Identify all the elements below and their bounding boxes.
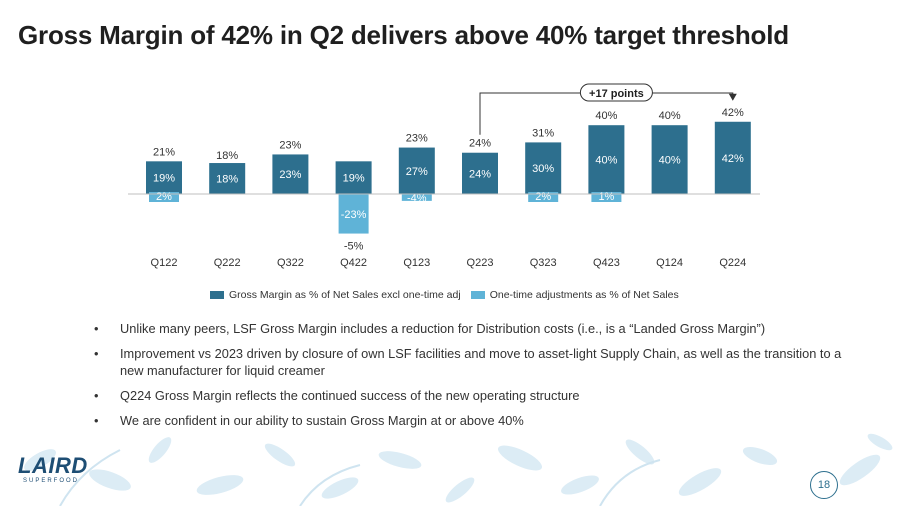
bar-label-one-time-adjustment: 1% — [598, 191, 614, 203]
legend-item-one-time-adjustments: One-time adjustments as % of Net Sales — [470, 289, 679, 301]
bar-one-time-adjustment — [401, 194, 432, 201]
logo-subtext: SUPERFOOD — [22, 478, 79, 484]
total-label: 40% — [659, 110, 681, 122]
bar-label-gross-margin: 40% — [659, 155, 681, 167]
total-label: 18% — [216, 150, 238, 162]
legend-item-gross-margin: Gross Margin as % of Net Sales excl one-… — [210, 289, 461, 301]
x-tick-label: Q223 — [467, 257, 494, 269]
bullet-item: We are confident in our ability to susta… — [94, 412, 844, 429]
x-tick-label: Q123 — [403, 257, 430, 269]
bar-label-gross-margin: 27% — [406, 166, 428, 178]
bar-label-gross-margin: 18% — [216, 174, 238, 186]
bar-gross-margin — [146, 161, 182, 194]
legend-swatch-one-time-adjustments — [470, 291, 485, 299]
total-label: -5% — [344, 241, 364, 253]
laird-superfood-logo: LAIRD SUPERFOOD — [18, 453, 88, 485]
total-label: 21% — [153, 146, 175, 158]
x-tick-label: Q224 — [719, 257, 746, 269]
x-tick-label: Q122 — [151, 257, 178, 269]
bar-one-time-adjustment — [528, 192, 559, 202]
bar-label-one-time-adjustment: 2% — [156, 191, 172, 203]
total-label: 23% — [279, 139, 301, 151]
bar-label-gross-margin: 19% — [153, 173, 175, 185]
legend-label-gross-margin: Gross Margin as % of Net Sales excl one-… — [229, 289, 461, 301]
legend-swatch-gross-margin — [210, 291, 224, 299]
bullet-item: Unlike many peers, LSF Gross Margin incl… — [94, 320, 844, 337]
bar-label-gross-margin: 40% — [595, 155, 617, 167]
legend-label-one-time-adjustments: One-time adjustments as % of Net Sales — [489, 289, 679, 301]
bar-one-time-adjustment — [338, 194, 369, 234]
bullet-list: Unlike many peers, LSF Gross Margin incl… — [94, 320, 844, 437]
total-label: 40% — [595, 110, 617, 122]
bar-gross-margin — [714, 121, 751, 194]
bar-label-one-time-adjustment: 2% — [535, 191, 551, 203]
bar-label-gross-margin: 19% — [343, 173, 365, 185]
x-tick-label: Q322 — [277, 257, 304, 269]
bar-label-gross-margin: 24% — [469, 168, 491, 180]
bar-label-gross-margin: 42% — [722, 153, 744, 165]
bar-label-gross-margin: 30% — [532, 163, 554, 175]
x-tick-label: Q124 — [656, 257, 683, 269]
annotation-pill — [579, 83, 653, 102]
x-tick-label: Q423 — [593, 257, 620, 269]
bar-gross-margin — [462, 152, 498, 194]
bar-gross-margin — [525, 142, 562, 194]
bar-label-one-time-adjustment: -4% — [407, 192, 427, 204]
bar-gross-margin — [588, 125, 625, 194]
total-label: 24% — [469, 138, 491, 150]
bar-one-time-adjustment — [149, 192, 179, 202]
x-tick-label: Q222 — [214, 257, 241, 269]
page-number: 18 — [810, 471, 838, 499]
x-tick-label: Q323 — [530, 257, 557, 269]
logo-wordmark: LAIRD — [18, 453, 88, 478]
bar-label-gross-margin: 23% — [279, 169, 301, 181]
annotation-arrowhead — [728, 93, 737, 101]
total-label: 23% — [406, 133, 428, 145]
gross-margin-chart: 19% 2% 21% Q122 18% 18% Q222 23% 23% Q322 19% -23% -… — [128, 83, 760, 269]
bar-gross-margin — [651, 125, 688, 194]
bar-one-time-adjustment — [591, 192, 622, 202]
bar-gross-margin — [209, 163, 246, 194]
bar-gross-margin — [272, 154, 309, 194]
total-label: 42% — [722, 107, 744, 119]
bullet-item: Improvement vs 2023 driven by closure of… — [94, 345, 844, 379]
bar-gross-margin — [398, 147, 435, 194]
bullet-item: Q224 Gross Margin reflects the continued… — [94, 387, 844, 404]
chart-legend: Gross Margin as % of Net Sales excl one-… — [210, 289, 679, 301]
bar-gross-margin — [335, 161, 372, 194]
x-tick-label: Q422 — [340, 257, 367, 269]
decorative-leaf-pattern — [24, 433, 893, 506]
bar-label-one-time-adjustment: -23% — [341, 209, 367, 221]
total-label: 31% — [532, 127, 554, 139]
annotation-label: +17 points — [589, 88, 644, 100]
slide-title: Gross Margin of 42% in Q2 delivers above… — [18, 20, 789, 50]
